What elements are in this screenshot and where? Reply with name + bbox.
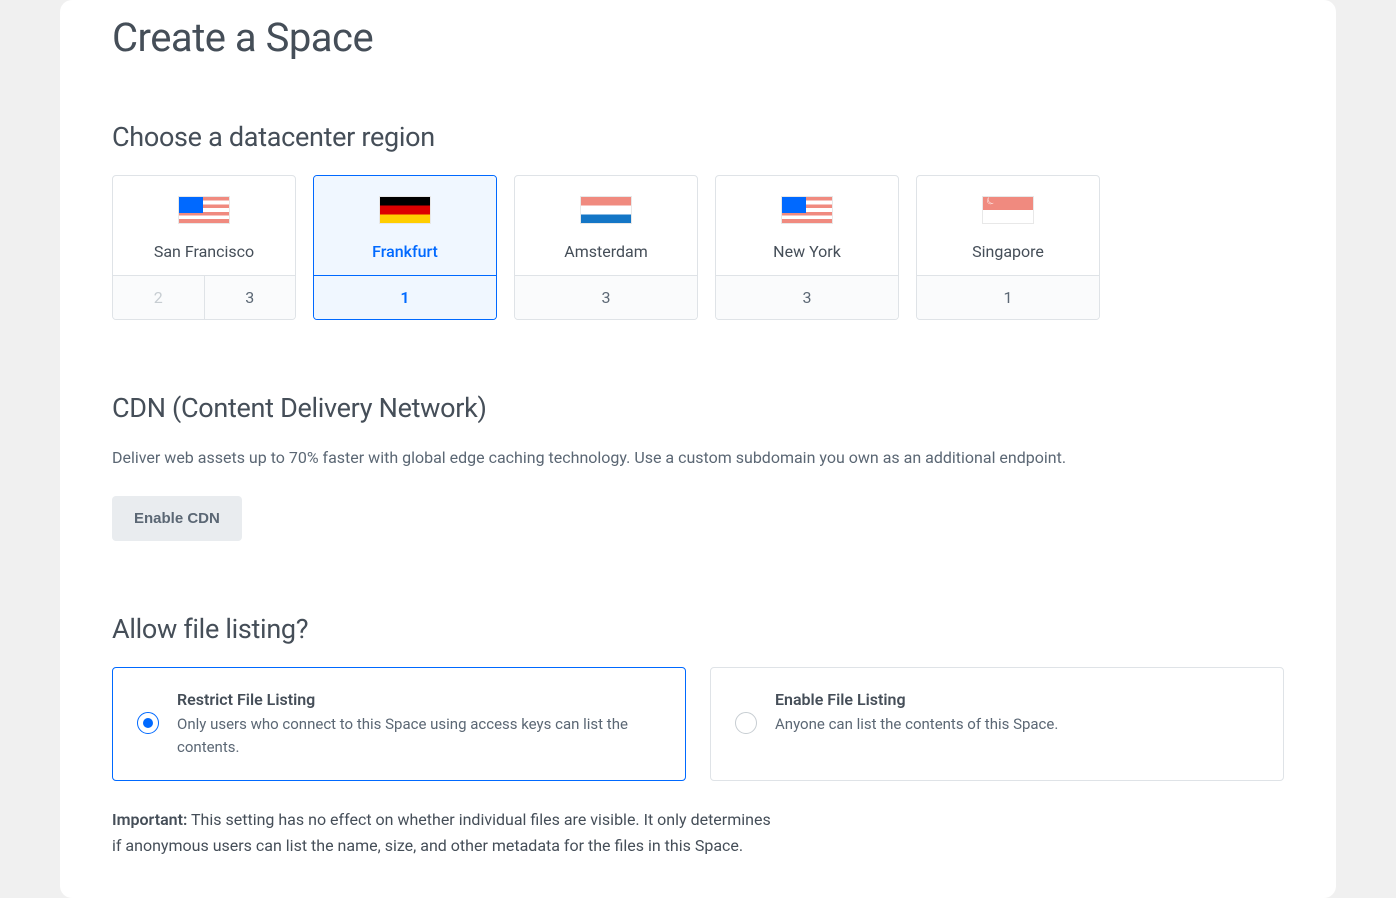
region-numbers: 1 [917, 275, 1099, 319]
file-listing-title: Allow file listing? [112, 613, 1284, 645]
region-section-title: Choose a datacenter region [112, 121, 1284, 153]
region-grid: San Francisco23Frankfurt1Amsterdam3New Y… [112, 175, 1284, 320]
region-card-san-francisco[interactable]: San Francisco 23 [112, 175, 296, 320]
note-label: Important: [112, 810, 187, 829]
region-card-new-york[interactable]: New York 3 [715, 175, 899, 320]
region-card-top: Amsterdam [515, 176, 697, 275]
cdn-section-title: CDN (Content Delivery Network) [112, 392, 1284, 424]
page-container: Create a Space Choose a datacenter regio… [60, 0, 1336, 898]
region-name: Singapore [927, 242, 1089, 261]
region-numbers: 1 [314, 275, 496, 319]
region-numbers: 3 [515, 275, 697, 319]
region-number[interactable]: 1 [917, 276, 1099, 319]
region-name: Amsterdam [525, 242, 687, 261]
file-listing-option-enable[interactable]: Enable File Listing Anyone can list the c… [710, 667, 1284, 781]
region-number[interactable]: 3 [515, 276, 697, 319]
radio-content: Restrict File Listing Only users who conn… [177, 690, 661, 758]
radio-icon [137, 712, 159, 734]
radio-title: Restrict File Listing [177, 690, 661, 709]
file-listing-section: Allow file listing? Restrict File Listin… [112, 613, 1284, 858]
region-number[interactable]: 1 [314, 276, 496, 319]
note-text: This setting has no effect on whether in… [112, 810, 771, 855]
flag-sg-icon [982, 196, 1034, 224]
region-number[interactable]: 3 [716, 276, 898, 319]
flag-us-icon [178, 196, 230, 224]
region-number[interactable]: 3 [204, 276, 296, 319]
flag-de-icon [379, 196, 431, 224]
file-listing-note: Important: This setting has no effect on… [112, 807, 772, 858]
region-card-amsterdam[interactable]: Amsterdam 3 [514, 175, 698, 320]
region-number: 2 [113, 276, 204, 319]
region-name: New York [726, 242, 888, 261]
radio-icon [735, 712, 757, 734]
radio-description: Anyone can list the contents of this Spa… [775, 713, 1259, 736]
flag-us-icon [781, 196, 833, 224]
region-numbers: 23 [113, 275, 295, 319]
radio-content: Enable File Listing Anyone can list the c… [775, 690, 1259, 758]
radio-description: Only users who connect to this Space usi… [177, 713, 661, 758]
region-section: Choose a datacenter region San Francisco… [112, 121, 1284, 320]
cdn-section: CDN (Content Delivery Network) Deliver w… [112, 392, 1284, 541]
page-title: Create a Space [112, 14, 1284, 61]
region-card-singapore[interactable]: Singapore 1 [916, 175, 1100, 320]
region-card-top: Singapore [917, 176, 1099, 275]
file-listing-option-restrict[interactable]: Restrict File Listing Only users who conn… [112, 667, 686, 781]
cdn-description: Deliver web assets up to 70% faster with… [112, 446, 1284, 470]
file-listing-options: Restrict File Listing Only users who conn… [112, 667, 1284, 781]
region-card-top: New York [716, 176, 898, 275]
region-card-top: San Francisco [113, 176, 295, 275]
region-numbers: 3 [716, 275, 898, 319]
region-card-top: Frankfurt [314, 176, 496, 275]
region-name: Frankfurt [324, 242, 486, 261]
region-name: San Francisco [123, 242, 285, 261]
flag-nl-icon [580, 196, 632, 224]
radio-title: Enable File Listing [775, 690, 1259, 709]
enable-cdn-button[interactable]: Enable CDN [112, 496, 242, 541]
region-card-frankfurt[interactable]: Frankfurt 1 [313, 175, 497, 320]
